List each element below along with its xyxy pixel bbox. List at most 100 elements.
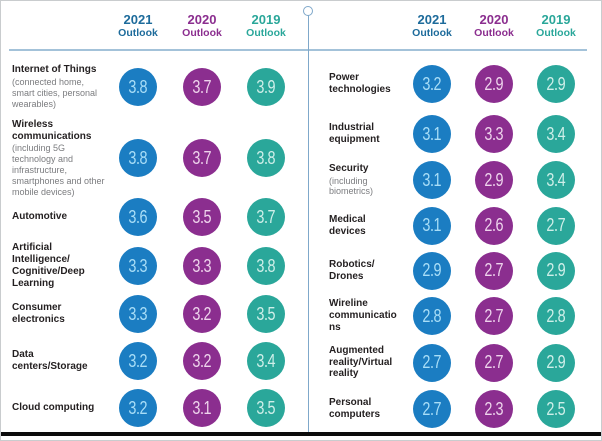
score-cell-2020: 3.3 — [463, 115, 525, 153]
year-2020-label: 2020 — [187, 12, 217, 27]
year-2021-label: 2021 — [417, 12, 447, 27]
score-value: 3.6 — [128, 206, 148, 227]
score-cell-2019: 2.8 — [525, 297, 587, 335]
tech-label-cell: Internet of Things (connected home, smar… — [1, 64, 106, 109]
score-cell-2020: 3.2 — [170, 295, 234, 333]
tech-label-cell: Cloud computing — [1, 402, 106, 414]
score-value: 3.1 — [192, 397, 212, 418]
score-cell-2019: 3.5 — [234, 295, 298, 333]
outlook-2019-label: Outlook — [246, 27, 286, 40]
tech-label-cell: Automotive — [1, 211, 106, 223]
left-rows: Internet of Things (connected home, smar… — [1, 51, 303, 431]
column-header-2020: 2020 Outlook — [170, 12, 234, 40]
score-circle-2019: 3.7 — [247, 198, 285, 236]
tech-label-cell: Industrial equipment — [316, 122, 401, 146]
bottom-border-line — [1, 432, 601, 436]
year-2019-label: 2019 — [251, 12, 281, 27]
tech-label: Industrial equipment — [329, 122, 380, 145]
score-circle-2021: 3.3 — [119, 295, 157, 333]
score-circle-2020: 2.3 — [475, 390, 513, 428]
score-value: 3.2 — [128, 397, 148, 418]
score-value: 3.5 — [256, 397, 276, 418]
score-circle-2020: 3.7 — [183, 139, 221, 177]
score-circle-2019: 3.5 — [247, 389, 285, 427]
tech-label: Augmented reality/Virtual reality — [329, 344, 393, 380]
score-circle-2020: 2.6 — [475, 206, 513, 245]
score-value: 2.5 — [546, 398, 566, 419]
score-circle-2020: 3.7 — [183, 68, 221, 106]
score-value: 3.8 — [128, 76, 148, 97]
score-cell-2021: 3.3 — [106, 247, 170, 285]
score-cell-2020: 3.1 — [170, 389, 234, 427]
score-circle-2020: 2.9 — [475, 65, 513, 103]
score-cell-2021: 3.1 — [401, 206, 463, 245]
tech-row-personal-computers: Personal computers 2.7 2.3 2.5 — [316, 386, 601, 432]
score-circle-2021: 3.2 — [413, 65, 451, 103]
score-circle-2021: 3.2 — [119, 389, 157, 427]
score-cell-2021: 3.3 — [106, 295, 170, 333]
score-cell-2021: 3.2 — [106, 342, 170, 380]
score-value: 3.4 — [546, 123, 566, 144]
score-cell-2020: 3.7 — [170, 139, 234, 177]
score-cell-2021: 3.2 — [106, 389, 170, 427]
score-circle-2020: 2.7 — [475, 343, 513, 382]
score-value: 3.1 — [422, 215, 442, 235]
tech-label: Personal computers — [329, 397, 381, 420]
score-cell-2020: 3.3 — [170, 247, 234, 285]
tech-label-cell: Wireless communications (including 5G te… — [1, 119, 106, 198]
column-header-2020: 2020 Outlook — [463, 12, 525, 40]
tech-label-cell: Personal computers — [316, 397, 401, 421]
score-value: 2.7 — [422, 352, 442, 372]
tech-label-cell: Data centers/Storage — [1, 349, 106, 373]
score-circle-2021: 2.8 — [413, 297, 451, 335]
score-cell-2020: 2.9 — [463, 161, 525, 199]
tech-label: Power technologies — [329, 72, 391, 95]
score-circle-2019: 3.4 — [537, 115, 575, 153]
year-2019-label: 2019 — [541, 12, 571, 27]
score-value: 2.7 — [422, 398, 442, 419]
score-value: 3.8 — [256, 147, 276, 168]
tech-row-augmented-reality: Augmented reality/Virtual reality 2.7 2.… — [316, 339, 601, 386]
tech-row-wireline-communications: Wireline communications 2.8 2.7 2.8 — [316, 293, 601, 339]
right-rows: Power technologies 3.2 2.9 2.9 Industria… — [316, 51, 601, 432]
score-cell-2019: 2.9 — [525, 343, 587, 382]
score-value: 3.7 — [192, 147, 212, 168]
tech-label: Security — [329, 162, 369, 174]
score-circle-2021: 3.8 — [119, 68, 157, 106]
outlook-2020-label: Outlook — [182, 27, 222, 40]
outlook-2019-label: Outlook — [536, 27, 576, 40]
score-cell-2021: 2.9 — [401, 251, 463, 290]
score-value: 3.8 — [256, 255, 276, 276]
score-cell-2019: 3.8 — [234, 139, 298, 177]
score-cell-2020: 2.3 — [463, 390, 525, 428]
score-value: 2.9 — [484, 73, 504, 94]
score-cell-2019: 3.5 — [234, 389, 298, 427]
score-cell-2020: 3.2 — [170, 342, 234, 380]
tech-row-automotive: Automotive 3.6 3.5 3.7 — [1, 193, 303, 241]
score-circle-2019: 2.9 — [537, 343, 575, 382]
tech-row-wireless-communications: Wireless communications (including 5G te… — [1, 119, 303, 197]
divider-endpoint-dot — [303, 6, 313, 16]
score-circle-2019: 2.5 — [537, 390, 575, 428]
score-circle-2020: 3.3 — [183, 247, 221, 285]
tech-label: Automotive — [12, 211, 67, 223]
score-cell-2021: 2.8 — [401, 297, 463, 335]
column-header-2021: 2021 Outlook — [401, 12, 463, 40]
tech-label: Robotics/ Drones — [329, 258, 375, 282]
score-value: 2.8 — [422, 305, 442, 326]
left-panel: 2021 Outlook 2020 Outlook 2019 Outlook I… — [1, 1, 303, 431]
score-cell-2020: 3.5 — [170, 198, 234, 236]
outlook-2021-label: Outlook — [118, 27, 158, 40]
score-value: 3.3 — [128, 303, 148, 324]
score-cell-2019: 2.9 — [525, 65, 587, 103]
tech-label-cell: Robotics/ Drones — [316, 259, 401, 283]
score-cell-2019: 2.7 — [525, 206, 587, 245]
score-value: 3.5 — [192, 206, 212, 227]
score-circle-2020: 3.2 — [183, 295, 221, 333]
score-cell-2021: 3.8 — [106, 68, 170, 106]
score-circle-2019: 3.5 — [247, 295, 285, 333]
column-header-2019: 2019 Outlook — [525, 12, 587, 40]
score-value: 3.4 — [256, 350, 276, 371]
score-value: 3.7 — [256, 206, 276, 227]
tech-row-internet-of-things: Internet of Things (connected home, smar… — [1, 51, 303, 123]
